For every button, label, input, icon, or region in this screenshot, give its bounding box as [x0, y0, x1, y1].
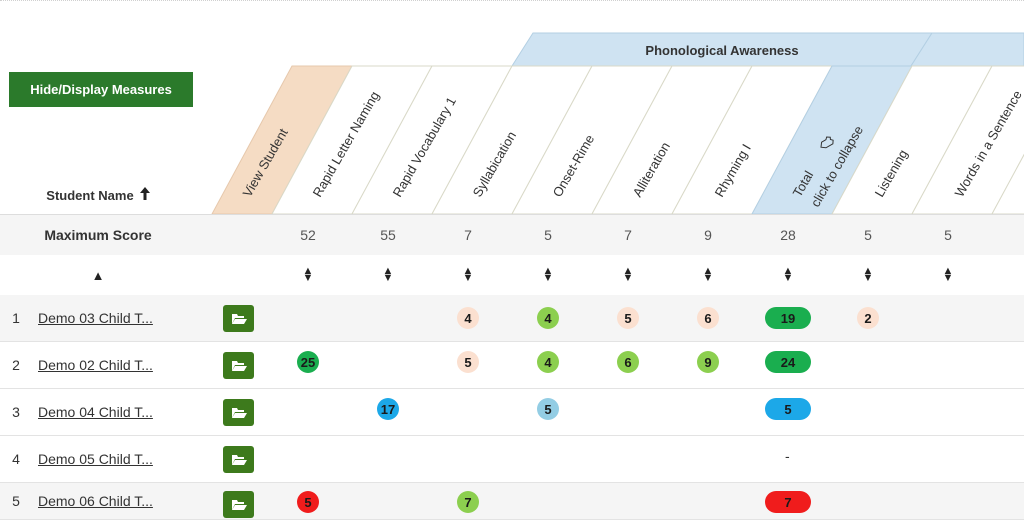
student-name-link[interactable]: Demo 02 Child T... [38, 357, 153, 373]
table-row: 5 Demo 06 Child T... 5 7 7 [0, 483, 1024, 520]
sort-updown-icon[interactable]: ▲▼ [702, 265, 714, 284]
sort-updown-icon[interactable]: ▲▼ [382, 265, 394, 284]
score-badge: 5 [617, 307, 639, 329]
score-badge: 17 [377, 398, 399, 420]
total-score-badge: 5 [765, 398, 811, 420]
column-header-view-student [211, 65, 353, 214]
sort-ascending-icon[interactable]: ▲ [91, 267, 105, 283]
row-number: 4 [12, 451, 20, 467]
score-badge: 7 [457, 491, 479, 513]
row-number: 1 [12, 310, 20, 326]
total-score-empty: - [785, 448, 790, 464]
table-row: 1 Demo 03 Child T... 4 4 5 6 19 2 [0, 295, 1024, 342]
score-badge: 2 [857, 307, 879, 329]
score-badge: 4 [537, 351, 559, 373]
column-header-rapid-letter-naming [271, 65, 433, 214]
max-score-alliteration: 7 [624, 227, 632, 243]
collapse-hand-icon [820, 136, 834, 149]
row-number: 3 [12, 404, 20, 420]
sort-updown-icon[interactable]: ▲▼ [862, 265, 874, 284]
column-header-rhyming [671, 65, 833, 214]
max-score-onset-rime: 5 [544, 227, 552, 243]
total-score-badge: 19 [765, 307, 811, 329]
folder-open-icon[interactable] [223, 491, 254, 518]
sort-updown-icon[interactable]: ▲▼ [622, 265, 634, 284]
sort-row: ▲ ▲▼ ▲▼ ▲▼ ▲▼ ▲▼ ▲▼ ▲▼ ▲▼ ▲▼ ▲▼ [0, 255, 1024, 296]
sort-student-name[interactable]: ▲ [58, 255, 138, 295]
folder-open-icon[interactable] [223, 352, 254, 379]
folder-open-icon[interactable] [223, 305, 254, 332]
score-badge: 4 [537, 307, 559, 329]
column-header-words-in-sentence [911, 65, 1024, 214]
score-badge: 5 [457, 351, 479, 373]
top-border [0, 0, 1024, 2]
student-name-link[interactable]: Demo 03 Child T... [38, 310, 153, 326]
maximum-score-label: Maximum Score [44, 227, 152, 243]
arrow-up-icon [139, 187, 150, 203]
table-row: 4 Demo 05 Child T... - [0, 436, 1024, 483]
folder-open-icon[interactable] [223, 446, 254, 473]
score-badge: 6 [697, 307, 719, 329]
student-name-link[interactable]: Demo 04 Child T... [38, 404, 153, 420]
table-row: 3 Demo 04 Child T... 17 5 5 [0, 389, 1024, 436]
column-header-alliteration [591, 65, 753, 214]
score-badge: 5 [537, 398, 559, 420]
sort-updown-icon[interactable]: ▲▼ [542, 265, 554, 284]
student-name-sort-header[interactable]: Student Name [0, 184, 196, 206]
folder-open-icon[interactable] [223, 399, 254, 426]
max-score-rapid-vocabulary: 55 [380, 227, 396, 243]
sort-updown-icon[interactable]: ▲▼ [462, 265, 474, 284]
hide-display-measures-button[interactable]: Hide/Display Measures [9, 72, 193, 107]
column-header-listening [831, 65, 993, 214]
column-header-rapid-vocabulary [351, 65, 513, 214]
total-score-badge: 24 [765, 351, 811, 373]
row-number: 2 [12, 357, 20, 373]
group-header-label: Phonological Awareness [645, 43, 798, 58]
maximum-score-row: Maximum Score 52 55 7 5 7 9 28 5 5 [0, 214, 1024, 256]
sort-updown-icon[interactable]: ▲▼ [1023, 266, 1024, 284]
column-headers: Phonological Awareness View Student Rapi… [211, 32, 1024, 214]
max-score-rapid-letter-naming: 52 [300, 227, 316, 243]
column-header-onset-rime [511, 65, 673, 214]
max-score-total: 28 [780, 227, 796, 243]
row-number: 5 [12, 493, 20, 509]
sort-updown-icon[interactable]: ▲▼ [782, 265, 794, 284]
max-score-rhyming: 9 [704, 227, 712, 243]
column-header-next [991, 153, 1024, 214]
student-name-header-label: Student Name [46, 187, 134, 203]
score-badge: 9 [697, 351, 719, 373]
max-score-listening: 5 [864, 227, 872, 243]
table-row: 2 Demo 02 Child T... 25 5 4 6 9 24 [0, 342, 1024, 389]
score-badge: 5 [297, 491, 319, 513]
student-name-link[interactable]: Demo 06 Child T... [38, 493, 153, 509]
max-score-words-in-sentence: 5 [944, 227, 952, 243]
sort-updown-icon[interactable]: ▲▼ [302, 265, 314, 284]
score-badge: 4 [457, 307, 479, 329]
group-header-next [910, 32, 1024, 67]
score-badge: 6 [617, 351, 639, 373]
score-badge: 25 [297, 351, 319, 373]
column-header-syllabication [431, 65, 593, 214]
max-score-syllabication: 7 [464, 227, 472, 243]
sort-updown-icon[interactable]: ▲▼ [942, 265, 954, 284]
total-score-badge: 7 [765, 491, 811, 513]
student-name-link[interactable]: Demo 05 Child T... [38, 451, 153, 467]
